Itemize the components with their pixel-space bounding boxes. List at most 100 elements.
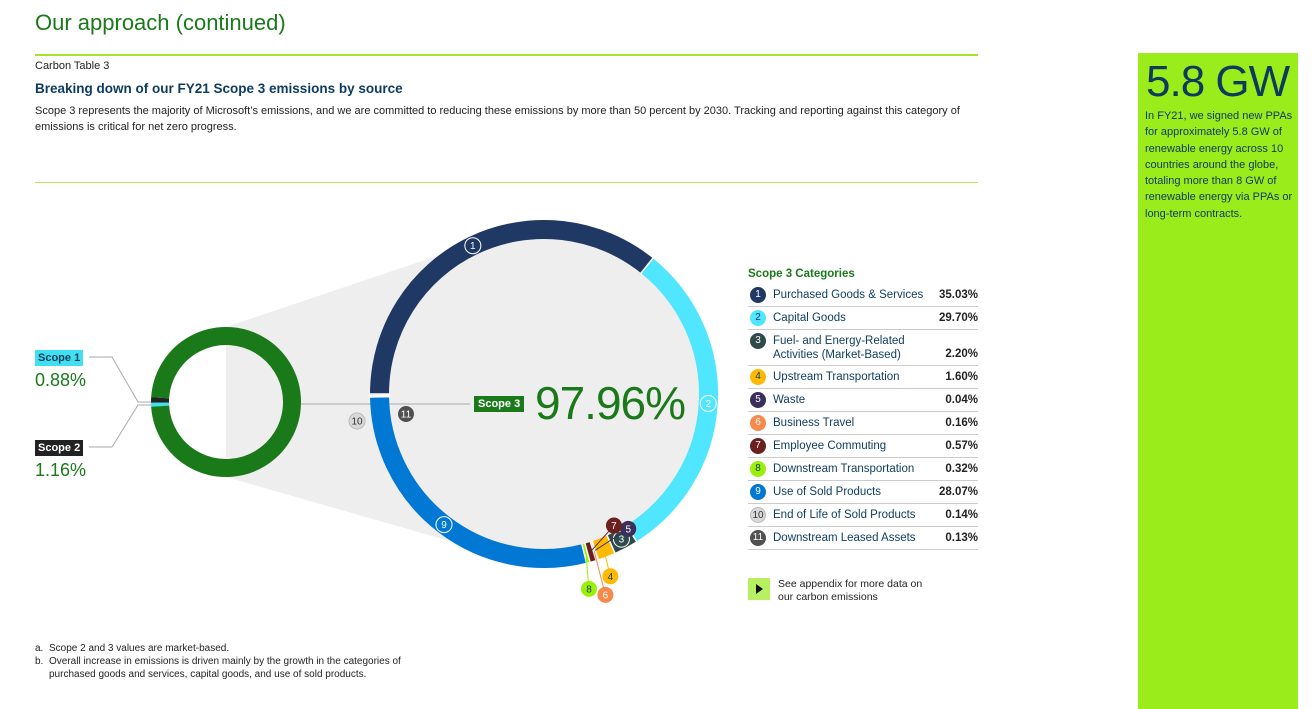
sidebar-panel: 5.8 GW In FY21, we signed new PPAs for a… [1138, 53, 1298, 709]
legend-number-9: 9 [750, 484, 766, 500]
scope2-leader-line [89, 404, 151, 448]
marker-circle-7 [605, 517, 622, 534]
marker-circle-1 [464, 237, 482, 255]
legend-name: End of Life of Sold Products [773, 509, 916, 521]
category-legend: Scope 3 Categories 1 Purchased Goods & Se… [748, 268, 978, 550]
slice-separator [639, 257, 655, 275]
scope-overview-donut [150, 327, 301, 477]
marker-circle-8 [580, 580, 597, 597]
legend-name: Purchased Goods & Services [773, 289, 924, 301]
legend-name: Waste [773, 394, 806, 406]
scope3-value: 97.96% [535, 377, 686, 429]
marker-label-3: 3 [619, 535, 625, 546]
section-title: Breaking down of our FY21 Scope 3 emissi… [35, 81, 403, 96]
marker-circle-10 [348, 412, 366, 430]
appendix-link[interactable]: See appendix for more data on our carbon… [748, 578, 928, 604]
legend-row: 8 Downstream Transportation 0.32% [748, 457, 978, 480]
marker-circle-5 [620, 520, 637, 537]
legend-name: Downstream Transportation [773, 463, 915, 475]
legend-number-7: 7 [750, 438, 766, 454]
marker-label-1: 1 [470, 241, 476, 252]
marker-label-10: 10 [351, 417, 363, 428]
scope1-value: 0.88% [35, 370, 87, 390]
legend-number-4: 4 [750, 369, 766, 385]
legend-row: 10 End of Life of Sold Products 0.14% [748, 503, 978, 526]
legend-number-5: 5 [750, 392, 766, 408]
legend-name: Employee Commuting [773, 440, 887, 452]
table-label: Carbon Table 3 [35, 60, 110, 72]
legend-percent: 0.13% [945, 532, 978, 544]
legend-percent: 2.20% [945, 348, 978, 360]
legend-percent: 0.16% [945, 417, 978, 429]
legend-row: 7 Employee Commuting 0.57% [748, 434, 978, 457]
legend-number-1: 1 [750, 287, 766, 303]
legend-percent: 0.57% [945, 440, 978, 452]
footnote: b. Overall increase in emissions is driv… [35, 655, 419, 681]
legend-percent: 28.07% [938, 486, 978, 498]
legend-name: Use of Sold Products [773, 486, 882, 498]
connector-layer [89, 220, 718, 568]
legend-name: Capital Goods [773, 312, 846, 324]
legend-percent: 0.32% [945, 463, 978, 475]
legend-row: 11 Downstream Leased Assets 0.13% [748, 526, 978, 550]
scope3-tag: Scope 3 [474, 396, 525, 412]
legend-row: 6 Business Travel 0.16% [748, 411, 978, 434]
top-rule [35, 54, 978, 56]
breakdown-slice-9 [370, 396, 587, 568]
legend-number-2: 2 [750, 310, 766, 326]
sidebar-text: In FY21, we signed new PPAs for approxim… [1145, 110, 1293, 220]
marker-circle-11 [398, 406, 414, 422]
footnote-text: Overall increase in emissions is driven … [49, 656, 401, 680]
marker-circle-6 [597, 586, 614, 603]
legend-percent: 0.14% [945, 509, 978, 521]
marker-label-11: 11 [401, 410, 412, 421]
footnote-text: Scope 2 and 3 values are market-based. [49, 643, 230, 654]
marker-label-5: 5 [625, 524, 631, 535]
marker-label-7: 7 [611, 521, 617, 532]
marker-label-9: 9 [441, 520, 447, 531]
legend-number-6: 6 [750, 415, 766, 431]
legend-row: 1 Purchased Goods & Services 35.03% [748, 284, 978, 306]
breakdown-slice-1 [370, 220, 653, 395]
legend-row: 3 Fuel- and Energy-Related Activities (Ma… [748, 329, 978, 365]
footnote-mark: b. [35, 656, 44, 667]
marker-circle-9 [435, 516, 453, 534]
scope2-value: 1.16% [35, 460, 87, 480]
appendix-text[interactable]: See appendix for more data on our carbon… [778, 578, 923, 603]
legend-title: Scope 3 Categories [748, 268, 855, 280]
footnotes: a. Scope 2 and 3 values are market-based… [35, 642, 419, 681]
intro-text: Scope 3 represents the majority of Micro… [35, 105, 960, 133]
legend-name: Upstream Transportation [773, 371, 900, 383]
legend-name: Fuel- and Energy-Related Activities (Mar… [773, 335, 905, 361]
legend-row: 9 Use of Sold Products 28.07% [748, 480, 978, 503]
legend-number-10: 10 [750, 507, 766, 523]
legend-name: Business Travel [773, 417, 855, 429]
slice-separator [583, 542, 591, 563]
category-markers: 1 2 3 4 5 6 7 8 9 10 11 [348, 237, 717, 603]
marker-label-6: 6 [603, 590, 609, 601]
sidebar-stat: 5.8 GW [1146, 57, 1290, 106]
page-title: Our approach (continued) [35, 10, 286, 35]
legend-percent: 1.60% [945, 371, 978, 383]
breakdown-backdrop [370, 220, 718, 568]
footnote: a. Scope 2 and 3 values are market-based… [35, 642, 419, 655]
legend-percent: 0.04% [945, 394, 978, 406]
legend-percent: 35.03% [938, 289, 978, 301]
legend-percent: 29.70% [938, 312, 978, 324]
slice-separator [580, 543, 588, 564]
scope1-leader-line [89, 356, 151, 403]
legend-row: 5 Waste 0.04% [748, 388, 978, 411]
legend-number-3: 3 [750, 333, 766, 349]
legend-rows: 1 Purchased Goods & Services 35.03% 2 Capita… [748, 284, 978, 550]
marker-label-8: 8 [586, 584, 592, 595]
play-arrow-icon[interactable] [748, 578, 770, 600]
legend-number-8: 8 [750, 461, 766, 477]
mid-rule [35, 182, 978, 183]
marker-circle-2 [699, 394, 717, 412]
legend-row: 4 Upstream Transportation 1.60% [748, 365, 978, 388]
scope1-tag: Scope 1 [35, 350, 84, 366]
slice-separator [606, 534, 616, 555]
marker-circle-4 [602, 568, 619, 585]
footnote-mark: a. [35, 643, 44, 654]
